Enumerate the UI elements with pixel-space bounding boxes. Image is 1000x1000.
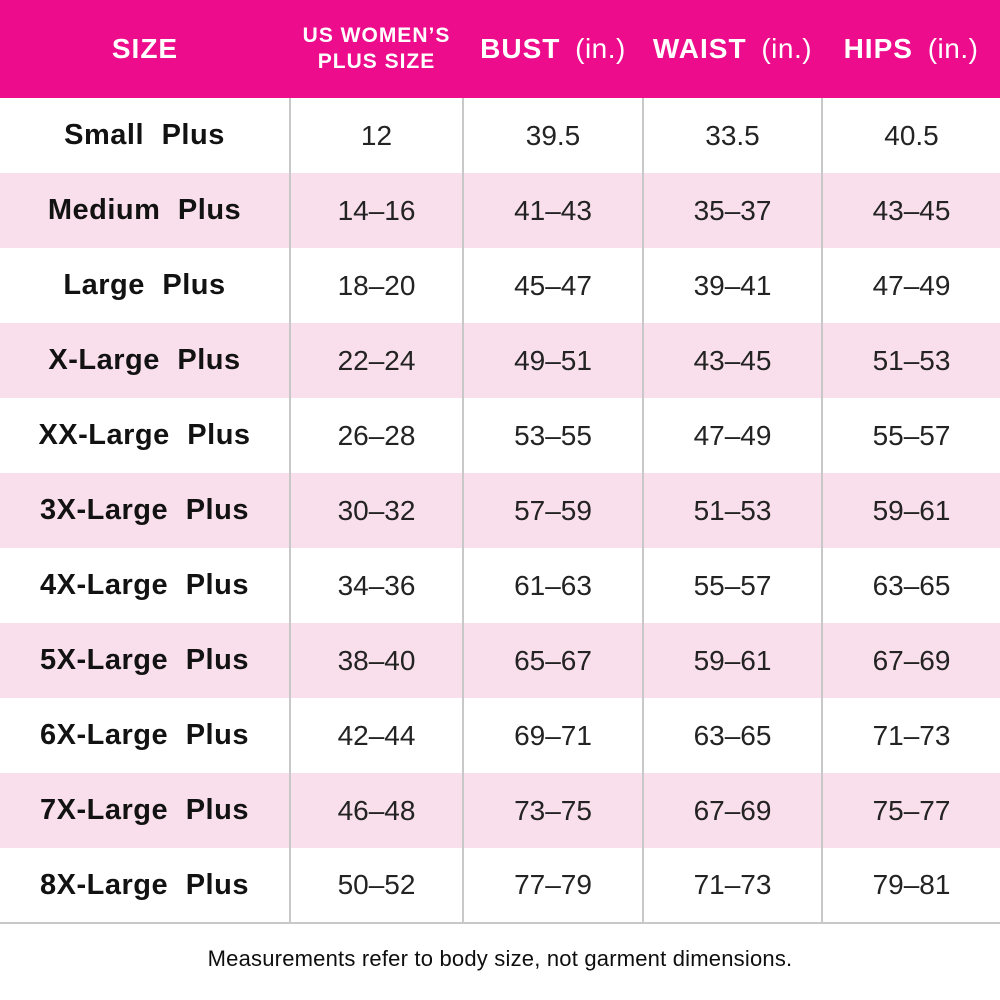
cell-size: 5X-Large Plus xyxy=(0,623,291,698)
cell-waist: 55–57 xyxy=(643,548,823,623)
cell-bust: 45–47 xyxy=(463,248,644,323)
size-table-body: Small Plus 12 39.5 33.5 40.5 Medium Plus 14–16… xyxy=(0,98,1000,924)
cell-waist: 63–65 xyxy=(643,698,823,773)
cell-size: Large Plus xyxy=(0,248,291,323)
cell-us-plus-size: 12 xyxy=(290,98,464,173)
cell-waist: 51–53 xyxy=(643,473,823,548)
cell-us-plus-size: 30–32 xyxy=(290,473,464,548)
waist-unit-label: (in.) xyxy=(761,33,813,64)
col-header-hips: HIPS (in.) xyxy=(822,0,1000,98)
cell-size: Medium Plus xyxy=(0,173,291,248)
cell-hips: 43–45 xyxy=(822,173,1000,248)
table-row: 4X-Large Plus 34–36 61–63 55–57 63–65 xyxy=(0,548,1000,623)
cell-waist: 47–49 xyxy=(643,398,823,473)
col-header-us-plus-line1: US WOMEN’S xyxy=(302,23,451,47)
cell-hips: 47–49 xyxy=(822,248,1000,323)
cell-size: XX-Large Plus xyxy=(0,398,291,473)
footnote: Measurements refer to body size, not gar… xyxy=(207,946,793,971)
table-row: XX-Large Plus 26–28 53–55 47–49 55–57 xyxy=(0,398,1000,473)
table-row: 3X-Large Plus 30–32 57–59 51–53 59–61 xyxy=(0,473,1000,548)
cell-size: 8X-Large Plus xyxy=(0,848,291,924)
cell-bust: 65–67 xyxy=(463,623,644,698)
cell-hips: 51–53 xyxy=(822,323,1000,398)
cell-bust: 41–43 xyxy=(463,173,644,248)
cell-hips: 55–57 xyxy=(822,398,1000,473)
cell-bust: 49–51 xyxy=(463,323,644,398)
cell-bust: 39.5 xyxy=(463,98,644,173)
col-header-size-label: SIZE xyxy=(111,33,179,64)
cell-size: X-Large Plus xyxy=(0,323,291,398)
cell-hips: 79–81 xyxy=(822,848,1000,924)
cell-hips: 40.5 xyxy=(822,98,1000,173)
col-header-waist: WAIST (in.) xyxy=(643,0,822,98)
cell-size: 6X-Large Plus xyxy=(0,698,291,773)
cell-hips: 71–73 xyxy=(822,698,1000,773)
col-header-us-plus-line2: PLUS SIZE xyxy=(317,50,436,73)
table-row: 7X-Large Plus 46–48 73–75 67–69 75–77 xyxy=(0,773,1000,848)
header-row: SIZE US WOMEN’S PLUS SIZE BUST (in.) WAI… xyxy=(0,0,1000,98)
cell-waist: 33.5 xyxy=(643,98,823,173)
table-row: X-Large Plus 22–24 49–51 43–45 51–53 xyxy=(0,323,1000,398)
cell-size: 4X-Large Plus xyxy=(0,548,291,623)
cell-waist: 67–69 xyxy=(643,773,823,848)
table-header: SIZE US WOMEN’S PLUS SIZE BUST (in.) WAI… xyxy=(0,0,1000,98)
size-table: SIZE US WOMEN’S PLUS SIZE BUST (in.) WAI… xyxy=(0,0,1000,924)
cell-size: 7X-Large Plus xyxy=(0,773,291,848)
table-row: Small Plus 12 39.5 33.5 40.5 xyxy=(0,98,1000,173)
col-header-size: SIZE xyxy=(0,0,290,98)
cell-us-plus-size: 42–44 xyxy=(290,698,464,773)
cell-bust: 61–63 xyxy=(463,548,644,623)
col-header-waist-label: WAIST xyxy=(652,33,747,64)
cell-us-plus-size: 14–16 xyxy=(290,173,464,248)
cell-us-plus-size: 34–36 xyxy=(290,548,464,623)
col-header-bust-label: BUST xyxy=(480,33,561,64)
col-header-us-plus-size: US WOMEN’S PLUS SIZE xyxy=(290,0,463,98)
cell-us-plus-size: 46–48 xyxy=(290,773,464,848)
cell-bust: 57–59 xyxy=(463,473,644,548)
cell-bust: 69–71 xyxy=(463,698,644,773)
cell-waist: 39–41 xyxy=(643,248,823,323)
col-header-bust: BUST (in.) xyxy=(463,0,643,98)
cell-hips: 63–65 xyxy=(822,548,1000,623)
col-header-hips-label: HIPS xyxy=(843,33,913,64)
cell-us-plus-size: 22–24 xyxy=(290,323,464,398)
table-row: Large Plus 18–20 45–47 39–41 47–49 xyxy=(0,248,1000,323)
cell-hips: 59–61 xyxy=(822,473,1000,548)
cell-us-plus-size: 50–52 xyxy=(290,848,464,924)
cell-bust: 53–55 xyxy=(463,398,644,473)
cell-size: 3X-Large Plus xyxy=(0,473,291,548)
hips-unit-label: (in.) xyxy=(927,33,979,64)
cell-bust: 73–75 xyxy=(463,773,644,848)
table-row: Medium Plus 14–16 41–43 35–37 43–45 xyxy=(0,173,1000,248)
cell-waist: 71–73 xyxy=(643,848,823,924)
cell-hips: 75–77 xyxy=(822,773,1000,848)
cell-size: Small Plus xyxy=(0,98,291,173)
cell-us-plus-size: 38–40 xyxy=(290,623,464,698)
cell-us-plus-size: 18–20 xyxy=(290,248,464,323)
bust-unit-label: (in.) xyxy=(575,33,626,64)
table-row: 6X-Large Plus 42–44 69–71 63–65 71–73 xyxy=(0,698,1000,773)
table-row: 5X-Large Plus 38–40 65–67 59–61 67–69 xyxy=(0,623,1000,698)
cell-us-plus-size: 26–28 xyxy=(290,398,464,473)
cell-bust: 77–79 xyxy=(463,848,644,924)
cell-hips: 67–69 xyxy=(822,623,1000,698)
cell-waist: 59–61 xyxy=(643,623,823,698)
cell-waist: 43–45 xyxy=(643,323,823,398)
table-row: 8X-Large Plus 50–52 77–79 71–73 79–81 xyxy=(0,848,1000,924)
cell-waist: 35–37 xyxy=(643,173,823,248)
